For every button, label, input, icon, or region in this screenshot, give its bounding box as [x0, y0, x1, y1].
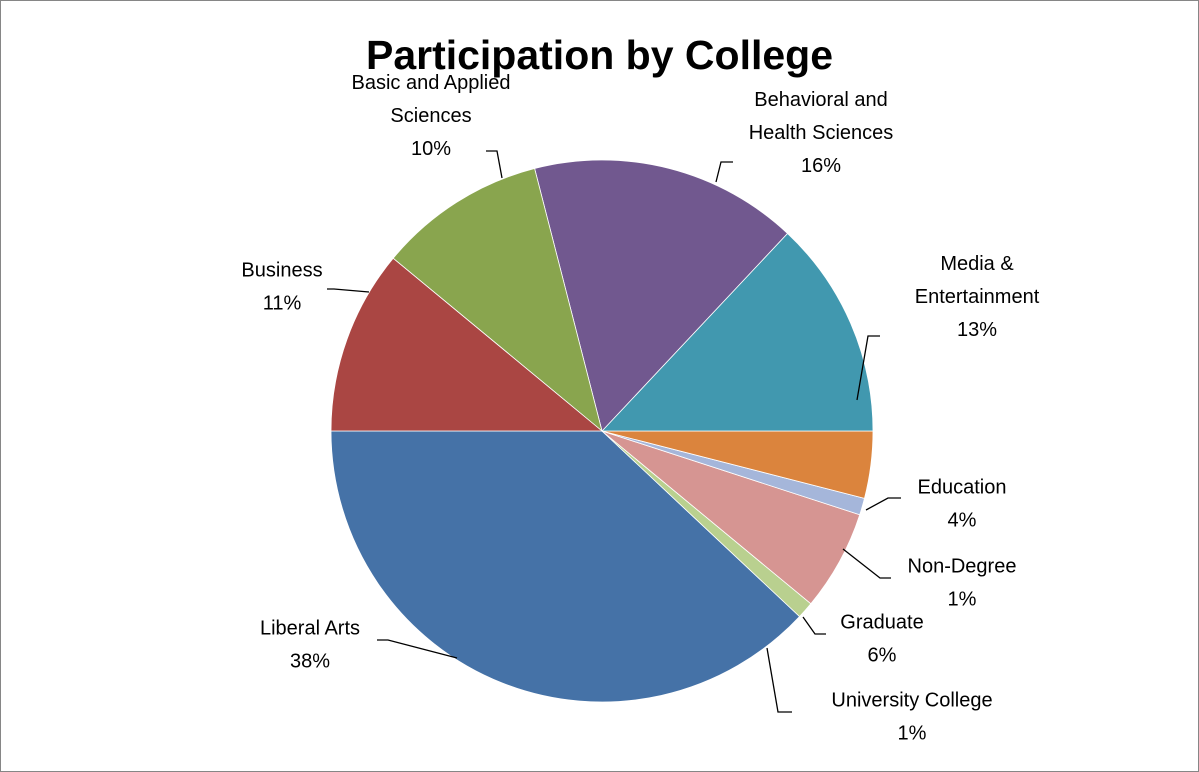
leader-line	[842, 548, 891, 579]
data-label-category: Basic and Applied	[351, 72, 510, 94]
data-label-percent: 16%	[801, 155, 841, 177]
data-label: Business 11%	[241, 260, 322, 315]
data-label: Behavioral and Health Sciences 16%	[749, 89, 894, 177]
pie-slice	[392, 168, 603, 433]
pie-slice	[601, 232, 874, 432]
data-label-category: Non-Degree	[908, 556, 1017, 578]
data-label-category: Media &	[940, 253, 1014, 275]
data-label-percent: 38%	[290, 651, 330, 673]
data-label: Liberal Arts 38%	[260, 618, 360, 673]
pie-slice	[330, 430, 801, 703]
data-label-category: Education	[918, 477, 1007, 499]
data-label: Basic and Applied Sciences 10%	[351, 72, 510, 160]
leader-line	[802, 616, 826, 635]
data-label: Non-Degree 1%	[908, 556, 1017, 611]
data-label: Media & Entertainment 13%	[915, 253, 1040, 341]
data-label-category: Graduate	[840, 612, 923, 634]
data-label-percent: 1%	[898, 723, 927, 745]
leader-line	[715, 161, 733, 183]
data-label-category: Sciences	[390, 105, 471, 127]
pie-slice	[534, 159, 789, 432]
data-label-percent: 4%	[948, 510, 977, 532]
leader-line	[377, 639, 458, 659]
data-label-percent: 6%	[868, 645, 897, 667]
data-label: Education 4%	[918, 477, 1007, 532]
leader-line	[327, 288, 370, 293]
leader-line	[856, 335, 880, 401]
data-label-category: Entertainment	[915, 286, 1040, 308]
chart-title: Participation by College	[365, 32, 834, 78]
data-label-percent: 11%	[263, 293, 302, 315]
data-label-percent: 13%	[957, 319, 997, 341]
data-label: University College 1%	[831, 690, 992, 745]
data-label-percent: 10%	[411, 138, 451, 160]
data-label: Graduate 6%	[840, 612, 923, 667]
pie-slice	[330, 257, 604, 432]
leader-line	[486, 150, 503, 179]
data-label-category: Business	[241, 260, 322, 282]
data-label-category: Liberal Arts	[260, 618, 360, 640]
data-label-category: Behavioral and	[754, 89, 887, 111]
data-label-category: University College	[831, 690, 992, 712]
data-label-percent: 1%	[948, 589, 977, 611]
leader-line	[865, 497, 901, 511]
leader-line	[766, 647, 792, 713]
data-label-category: Health Sciences	[749, 122, 894, 144]
